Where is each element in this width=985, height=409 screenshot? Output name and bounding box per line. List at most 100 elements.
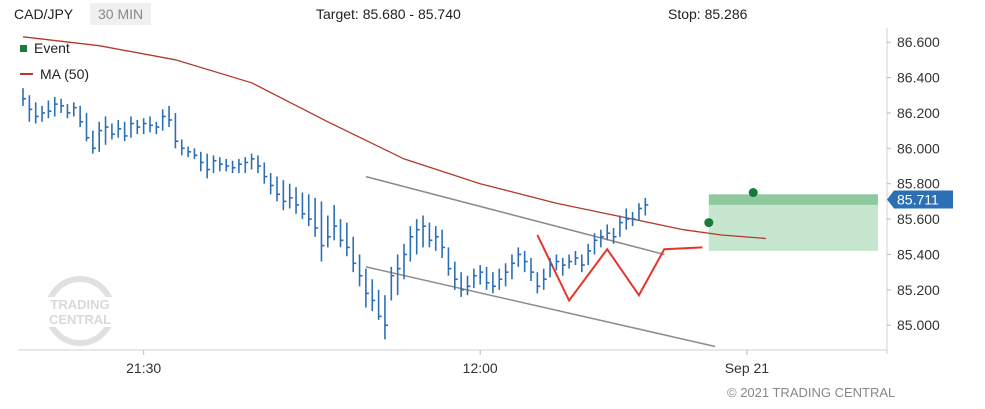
ohlc-bar — [180, 139, 185, 156]
ohlc-bar — [638, 203, 642, 221]
ohlc-bar — [549, 258, 554, 278]
ohlc-bar — [326, 215, 331, 248]
ohlc-bar — [384, 295, 388, 340]
timeframe-badge[interactable]: 30 MIN — [90, 3, 152, 25]
ohlc-bar — [41, 105, 46, 122]
channel-upper-line — [365, 175, 665, 256]
y-tick-label: 85.400 — [897, 246, 940, 262]
ohlc-bar — [428, 222, 433, 248]
ohlc-bar — [555, 254, 560, 271]
ohlc-bar — [371, 279, 376, 312]
ohlc-bar — [193, 148, 198, 159]
ohlc-bar — [111, 123, 115, 140]
ohlc-bar — [206, 153, 211, 179]
ohlc-bar — [479, 265, 484, 285]
ohlc-bar — [453, 261, 458, 290]
event-marker — [748, 188, 758, 198]
ohlc-bar — [104, 116, 109, 145]
x-tick-label: 21:30 — [126, 360, 161, 376]
ohlc-bar — [168, 105, 173, 128]
ohlc-bar — [117, 120, 122, 138]
legend-ma: MA (50) — [20, 66, 89, 82]
ohlc-bar — [587, 243, 592, 266]
ohlc-bar — [136, 120, 141, 135]
ohlc-bar — [600, 229, 604, 248]
ohlc-bar — [561, 258, 566, 276]
ohlc-bar — [441, 229, 446, 258]
ohlc-bar — [485, 266, 490, 290]
ohlc-bar — [98, 121, 103, 152]
ohlc-bar — [619, 215, 623, 237]
event-marker — [704, 218, 714, 228]
target-label: Target: 85.680 - 85.740 — [316, 6, 461, 22]
ohlc-bar — [73, 102, 77, 117]
channel-lower-line — [365, 266, 716, 348]
ohlc-bar — [492, 272, 496, 294]
ohlc-bar — [28, 95, 33, 122]
ohlc-bar — [34, 102, 39, 124]
target-zone-band — [708, 194, 878, 205]
y-tick-label: 85.800 — [897, 176, 940, 192]
ohlc-bar — [212, 155, 217, 174]
last-price-tag: 85.711 — [887, 190, 953, 209]
ohlc-bar — [574, 250, 579, 266]
ohlc-bar — [142, 118, 147, 135]
ohlc-bar — [644, 197, 649, 216]
ohlc-bar — [282, 180, 287, 211]
ohlc-bar — [530, 258, 534, 281]
ohlc-bar — [79, 105, 84, 128]
y-tick-label: 86.000 — [897, 140, 940, 156]
ohlc-bar — [447, 247, 452, 276]
ohlc-bar — [403, 243, 407, 280]
ohlc-bar — [498, 268, 503, 290]
ohlc-bar — [320, 201, 325, 262]
y-tick-label: 85.600 — [897, 211, 940, 227]
y-tick-label: 86.200 — [897, 105, 940, 121]
ohlc-bar — [517, 247, 522, 267]
ohlc-bar — [85, 112, 90, 142]
ohlc-bar — [225, 158, 230, 172]
ohlc-bar — [511, 254, 515, 280]
ohlc-bar — [460, 272, 465, 297]
ohlc-bar — [276, 176, 280, 202]
ohlc-bar — [257, 155, 261, 174]
ohlc-bar — [161, 109, 166, 131]
copyright-label: © 2021 TRADING CENTRAL — [727, 385, 896, 400]
watermark-line1: TRADING — [50, 297, 109, 312]
ohlc-bar — [625, 208, 630, 230]
ohlc-bar — [123, 121, 128, 142]
ohlc-bar — [466, 275, 471, 296]
ohlc-bar — [92, 130, 96, 154]
symbol-label: CAD/JPY — [14, 6, 74, 22]
ohlc-bar — [396, 254, 401, 296]
ohlc-bar — [377, 289, 382, 320]
ohlc-bar — [263, 162, 268, 184]
ohlc-bar — [238, 158, 242, 174]
ohlc-bar — [60, 98, 65, 113]
trading-central-logo-icon: TRADING CENTRAL — [38, 276, 122, 346]
y-tick-label: 86.400 — [897, 70, 940, 86]
ohlc-bar — [155, 121, 160, 135]
legend-ma-label: MA (50) — [40, 66, 90, 82]
ohlc-bar — [612, 227, 617, 244]
ohlc-bar — [434, 226, 439, 251]
target-zone-lower — [708, 204, 878, 251]
ohlc-bar — [314, 197, 319, 237]
ohlc-bar — [631, 212, 636, 227]
legend-event: Event — [20, 40, 70, 56]
ohlc-bar — [174, 112, 179, 149]
event-swatch-icon — [20, 44, 27, 52]
ohlc-bar — [187, 146, 192, 158]
ohlc-bar — [47, 100, 52, 119]
ohlc-bar — [568, 254, 573, 269]
legend-event-label: Event — [34, 40, 70, 56]
ohlc-bar — [352, 236, 357, 273]
y-tick-label: 86.600 — [897, 34, 940, 50]
ohlc-bar — [504, 263, 509, 287]
ohlc-bar — [53, 97, 58, 117]
ohlc-bar — [219, 157, 223, 172]
ohlc-bar — [149, 116, 153, 133]
y-tick-label: 85.200 — [897, 282, 940, 298]
ohlc-bar — [473, 268, 477, 289]
